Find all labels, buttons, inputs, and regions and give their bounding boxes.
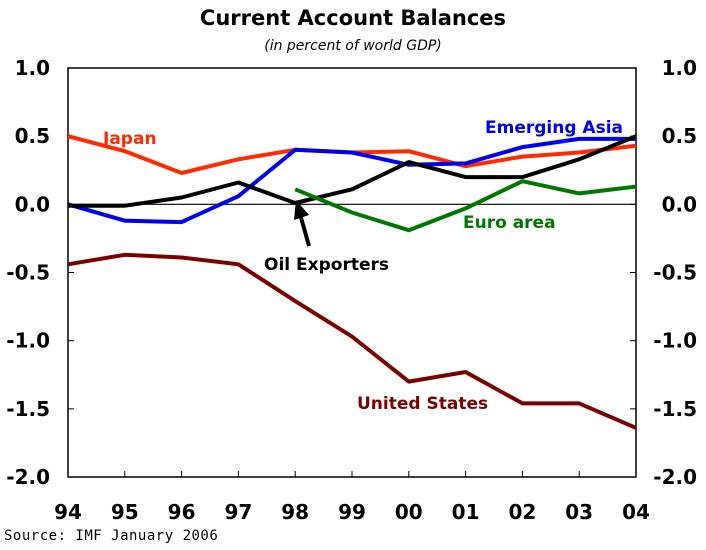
y-tick-left: -1.5 [6, 397, 50, 421]
oil-exporters-arrow [294, 200, 311, 247]
series-label-japan: Japan [102, 129, 157, 149]
series-label-emerging-asia: Emerging Asia [485, 118, 623, 138]
y-axis-right: 1.0 0.5 0.0 -0.5 -1.0 -1.5 -2.0 [653, 56, 697, 489]
series-labels: Japan Emerging Asia Euro area Oil Export… [102, 118, 623, 414]
y-tick-left: 1.0 [15, 56, 50, 80]
source-note: Source: IMF January 2006 [4, 528, 219, 544]
y-tick-right: 1.0 [662, 56, 697, 80]
x-tick-label: 99 [338, 500, 366, 524]
series-label-oil-exporters: Oil Exporters [264, 255, 389, 275]
y-tick-right: -2.0 [653, 465, 697, 489]
series-lines [67, 134, 637, 430]
y-tick-right: -1.0 [653, 329, 697, 353]
series-line-oil-exporters [68, 134, 637, 208]
x-tick-label: 95 [111, 500, 139, 524]
x-axis: 94 95 96 97 98 99 00 01 02 03 04 [54, 471, 650, 524]
series-label-united-states: United States [357, 394, 488, 414]
series-line-united-states [67, 252, 637, 430]
x-tick-label: 02 [508, 500, 536, 524]
y-tick-right: -0.5 [653, 261, 697, 285]
y-axis-left: 1.0 0.5 0.0 -0.5 -1.0 -1.5 -2.0 [6, 56, 636, 489]
y-tick-left: 0.0 [15, 192, 50, 216]
x-tick-label: 00 [395, 500, 423, 524]
x-tick-label: 96 [168, 500, 196, 524]
y-tick-right: -1.5 [653, 397, 697, 421]
chart-title: Current Account Balances [199, 6, 507, 30]
y-tick-left: 0.5 [15, 124, 50, 148]
x-tick-label: 04 [622, 500, 650, 524]
x-tick-label: 98 [281, 500, 309, 524]
x-tick-label: 01 [452, 500, 480, 524]
y-tick-right: 0.5 [662, 124, 697, 148]
series-line-emerging-asia [67, 136, 636, 225]
x-tick-label: 03 [565, 500, 593, 524]
y-tick-left: -1.0 [6, 329, 50, 353]
y-tick-right: 0.0 [662, 192, 697, 216]
series-label-euro-area: Euro area [463, 213, 556, 233]
y-tick-left: -2.0 [6, 465, 50, 489]
x-tick-label: 94 [54, 500, 82, 524]
chart-subtitle: (in percent of world GDP) [264, 38, 442, 54]
series-line-euro-area [294, 179, 637, 233]
y-tick-left: -0.5 [6, 261, 50, 285]
x-tick-label: 97 [224, 500, 252, 524]
